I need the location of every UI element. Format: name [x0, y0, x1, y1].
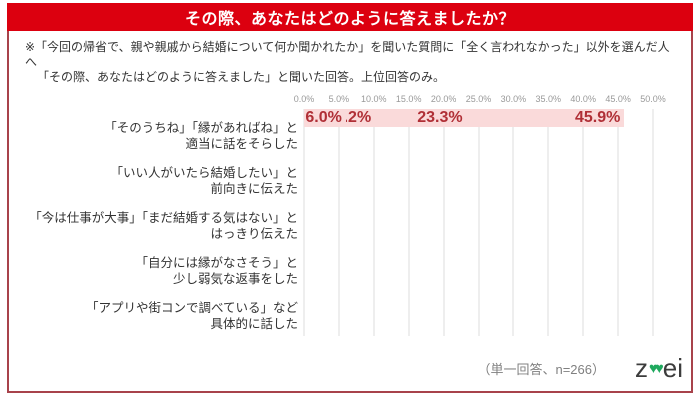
- gridline: [338, 109, 340, 336]
- gridline: [443, 109, 445, 336]
- x-tick-label: 20.0%: [430, 94, 457, 104]
- zwei-logo: z ♥♥ ei: [635, 355, 683, 381]
- category-label: 「アプリや街コンで調べている」など 具体的に話した: [85, 301, 298, 331]
- slide-title: その際、あなたはどのように答えましたか？: [184, 11, 515, 28]
- x-tick-label: 40.0%: [570, 94, 596, 104]
- bar-chart-plot-area: 45.9% 23.3% 10.2% 10.2% 6.0%: [303, 109, 654, 336]
- zwei-logo-z: z: [634, 353, 648, 383]
- x-tick-label: 10.0%: [361, 94, 387, 104]
- zwei-logo-ei: ei: [662, 353, 683, 383]
- gridline: [408, 109, 410, 336]
- gridline: [512, 109, 514, 336]
- category-labels: 「そのうちね」「縁があればね」と 適当に話をそらした 「いい人がいたら結婚したい…: [9, 109, 298, 336]
- slide-title-bar: その際、あなたはどのように答えましたか？: [7, 3, 693, 31]
- bar: 6.0%: [304, 109, 346, 127]
- slide-body: ※「今回の帰省で、親や親戚から結婚について何か聞かれたか」を聞いた質問に「全く言…: [7, 31, 693, 393]
- x-tick-label: 35.0%: [535, 94, 562, 104]
- gridline: [582, 109, 584, 336]
- x-tick-label: 45.0%: [605, 94, 631, 104]
- gridline: [617, 109, 619, 336]
- bar-value-label: 6.0%: [305, 109, 342, 126]
- x-tick-label: 15.0%: [395, 94, 422, 104]
- sample-size-note: （単一回答、n=266）: [477, 362, 605, 377]
- bar-value-label: 23.3%: [417, 109, 463, 126]
- gridline: [547, 109, 549, 336]
- category-label: 「今は仕事が大事」「まだ結婚する気はない」と はっきり伝えた: [29, 211, 298, 241]
- x-axis-tick-labels: 0.0% 5.0% 10.0% 15.0% 20.0% 25.0% 30.0% …: [294, 94, 666, 106]
- x-tick-label: 0.0%: [293, 94, 315, 104]
- bar-value-label: 45.9%: [575, 109, 621, 126]
- note-line-2: 「その際、あなたはどのように答えました」と聞いた回答。上位回答のみ。: [37, 70, 446, 84]
- gridline: [303, 109, 305, 336]
- heart-w-icon: ♥♥: [648, 360, 664, 377]
- survey-note: ※「今回の帰省で、親や親戚から結婚について何か聞かれたか」を聞いた質問に「全く言…: [25, 40, 681, 85]
- x-tick-label: 5.0%: [328, 94, 350, 104]
- x-tick-label: 25.0%: [465, 94, 492, 104]
- gridline: [478, 109, 479, 336]
- gridline: [652, 109, 654, 336]
- bar-row: 6.0%: [304, 109, 653, 127]
- gridline: [373, 109, 375, 336]
- category-label: 「いい人がいたら結婚したい」と 前向きに伝えた: [110, 166, 298, 196]
- x-tick-label: 50.0%: [640, 94, 666, 104]
- note-line-1: ※「今回の帰省で、親や親戚から結婚について何か聞かれたか」を聞いた質問に「全く言…: [25, 40, 670, 69]
- category-label: 「自分には縁がなさそう」と 少し弱気な返事をした: [135, 256, 298, 286]
- x-tick-label: 30.0%: [500, 94, 527, 104]
- category-label: 「そのうちね」「縁があればね」と 適当に話をそらした: [104, 121, 298, 151]
